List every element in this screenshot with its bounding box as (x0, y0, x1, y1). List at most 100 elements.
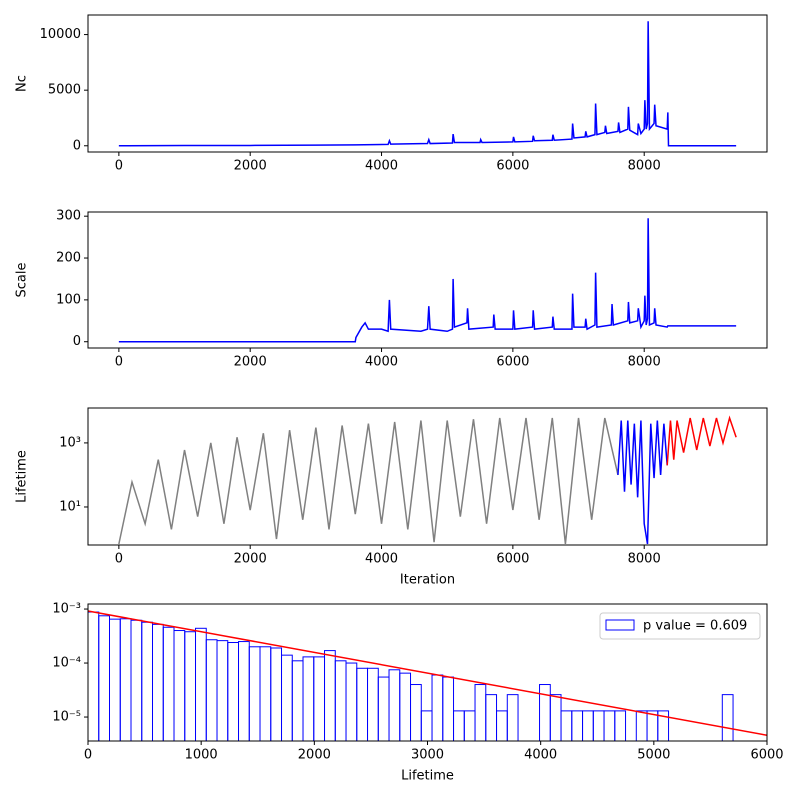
hist-bar (130, 619, 143, 741)
hist-bar (259, 646, 272, 741)
x-tick-label: 4000 (365, 355, 398, 370)
x-tick-label: 6000 (496, 552, 529, 567)
hist-bar (592, 710, 605, 741)
legend-swatch (605, 619, 635, 631)
hist-bar (442, 676, 455, 741)
hist-bar (270, 647, 283, 741)
hist-bar (420, 710, 433, 741)
hist-bar (173, 630, 186, 741)
hist-bar (162, 626, 175, 741)
x-tick-label: 6000 (496, 159, 529, 174)
line (118, 218, 737, 343)
x-tick-label: 2000 (234, 159, 267, 174)
hist-bar (324, 650, 336, 741)
hist-bar (281, 654, 293, 741)
plot-area (118, 415, 737, 545)
plot-area (118, 21, 737, 147)
x-axis-label: Iteration (400, 573, 455, 588)
hist-bar (184, 631, 197, 741)
hist-bar (614, 710, 627, 741)
y-tick-label: 200 (56, 251, 81, 266)
hist-bar (496, 710, 508, 741)
y-tick-label: 10⁻⁵ (52, 710, 81, 725)
hist-bar (334, 660, 347, 741)
hist-bar (657, 710, 670, 741)
y-axis-label: Lifetime (15, 450, 30, 503)
y-tick-label: 0 (73, 138, 81, 153)
x-tick-label: 4000 (524, 748, 557, 763)
x-tick-label: 0 (115, 552, 123, 567)
hist-bar (431, 674, 444, 741)
hist-bar (388, 669, 401, 741)
hist-bar (485, 694, 498, 741)
hist-bar (582, 710, 594, 741)
plot-area (88, 610, 767, 741)
x-tick-label: 6000 (496, 355, 529, 370)
hist-bar (109, 618, 121, 741)
hist-bar (549, 694, 562, 741)
x-tick-label: 0 (115, 355, 123, 370)
hist-bar (345, 662, 358, 741)
hist-bar (635, 710, 648, 741)
hist-bar (238, 641, 250, 741)
y-tick-label: 300 (56, 209, 81, 224)
x-tick-label: 0 (84, 748, 92, 763)
x-tick-label: 2000 (298, 748, 331, 763)
hist-bar (377, 676, 390, 741)
hist-bar (302, 656, 315, 741)
x-tick-label: 1000 (185, 748, 218, 763)
hist-bar (603, 710, 616, 741)
y-axis-label: Scale (15, 263, 30, 298)
hist-bar (560, 710, 573, 741)
y-tick-label: 10³ (59, 435, 81, 450)
axes-frame (87, 211, 768, 349)
line (617, 420, 668, 545)
line (666, 415, 737, 466)
hist-bar (98, 615, 111, 741)
hist-bar (506, 694, 519, 741)
y-tick-label: 0 (73, 334, 81, 349)
x-tick-label: 3000 (411, 748, 444, 763)
x-tick-label: 4000 (365, 552, 398, 567)
x-tick-label: 2000 (234, 355, 267, 370)
hist-bar (356, 667, 369, 741)
plot-area (118, 218, 737, 343)
legend-box (599, 612, 761, 640)
y-tick-label: 5000 (48, 83, 81, 98)
axes-frame (87, 14, 768, 153)
legend-label: p value = 0.609 (643, 619, 747, 634)
hist-bar (248, 646, 261, 741)
y-tick-label: 10⁻⁴ (52, 656, 81, 671)
x-axis-label: Lifetime (401, 769, 454, 784)
hist-bar (571, 710, 584, 741)
line (118, 21, 737, 147)
hist-bar (119, 618, 132, 741)
hist-bar (195, 627, 207, 741)
x-tick-label: 6000 (750, 748, 783, 763)
axes-frame (87, 407, 768, 546)
hist-bar (453, 710, 465, 741)
y-tick-label: 10¹ (59, 499, 81, 514)
x-tick-label: 8000 (628, 355, 661, 370)
hist-bar (227, 642, 240, 741)
hist-bar (291, 660, 304, 741)
x-tick-label: 5000 (637, 748, 670, 763)
x-tick-label: 8000 (628, 159, 661, 174)
hist-bar (399, 672, 412, 741)
hist-bar (721, 694, 734, 741)
y-tick-label: 100 (56, 292, 81, 307)
x-tick-label: 8000 (628, 552, 661, 567)
hist-bar (313, 656, 326, 741)
hist-bar (205, 639, 218, 741)
hist-bar (152, 623, 164, 741)
line (118, 417, 619, 545)
y-axis-label: Nc (15, 75, 30, 92)
hist-bar (410, 684, 422, 741)
x-tick-label: 0 (115, 159, 123, 174)
hist-bar (474, 684, 487, 741)
axes-frame (87, 603, 768, 742)
x-tick-label: 4000 (365, 159, 398, 174)
x-tick-label: 2000 (234, 552, 267, 567)
hist-bar (88, 611, 100, 741)
